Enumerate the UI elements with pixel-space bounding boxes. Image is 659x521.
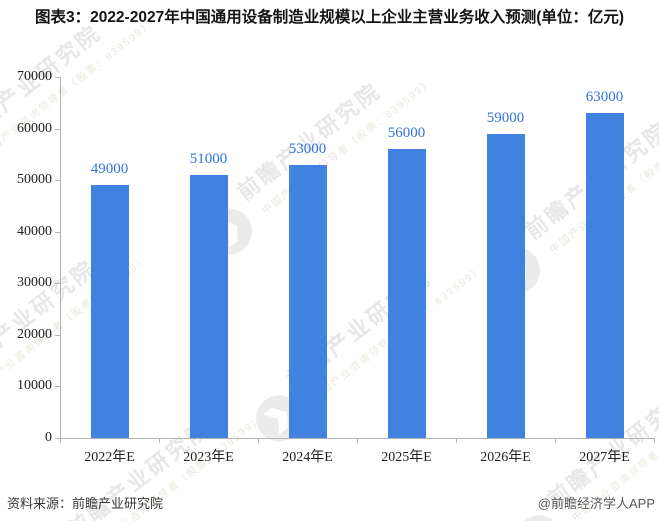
bar-value-label: 56000: [387, 125, 426, 142]
y-tick-mark: [55, 283, 60, 285]
y-tick-mark: [55, 128, 60, 130]
x-category-label: 2024年E: [282, 450, 333, 465]
y-tick-label: 50000: [17, 172, 52, 188]
bar-value-label: 51000: [189, 150, 228, 167]
credit-note: @前瞻经济学人APP: [537, 496, 655, 511]
y-tick-mark: [55, 334, 60, 336]
x-category-label: 2022年E: [84, 450, 135, 465]
x-category-label: 2025年E: [381, 450, 432, 465]
x-category-label: 2027年E: [579, 450, 630, 465]
x-tick-mark: [60, 438, 61, 443]
y-tick-label: 40000: [17, 223, 52, 239]
x-tick-mark: [456, 438, 457, 443]
y-axis-line: [60, 77, 61, 438]
bar: [486, 133, 525, 438]
x-tick-mark: [159, 438, 160, 443]
bar-value-label: 49000: [90, 161, 129, 178]
x-tick-mark: [555, 438, 556, 443]
y-tick-mark: [55, 386, 60, 388]
y-tick-label: 10000: [17, 378, 52, 394]
x-tick-mark: [357, 438, 358, 443]
bar: [585, 113, 624, 438]
bar-value-label: 63000: [585, 89, 624, 106]
y-tick-mark: [55, 77, 60, 78]
y-tick-mark: [55, 180, 60, 182]
y-tick-mark: [55, 231, 60, 233]
x-category-label: 2026年E: [480, 450, 531, 465]
y-tick-label: 30000: [17, 275, 52, 291]
source-note: 资料来源：前瞻产业研究院: [7, 496, 164, 511]
y-tick-label: 0: [45, 430, 52, 445]
bar-value-label: 53000: [288, 140, 327, 157]
bar: [189, 174, 228, 438]
x-tick-mark: [258, 438, 259, 443]
y-tick-label: 70000: [17, 69, 52, 84]
chart-title: 图表3：2022-2027年中国通用设备制造业规模以上企业主营业务收入预测(单位…: [34, 9, 625, 26]
bar: [90, 185, 129, 438]
bar-value-label: 59000: [486, 109, 525, 126]
y-tick-label: 60000: [17, 120, 52, 136]
x-tick-mark: [654, 438, 655, 443]
bar: [288, 164, 327, 438]
bar: [387, 149, 426, 438]
y-tick-mark: [55, 438, 60, 439]
y-tick-label: 20000: [17, 326, 52, 342]
x-category-label: 2023年E: [183, 450, 234, 465]
